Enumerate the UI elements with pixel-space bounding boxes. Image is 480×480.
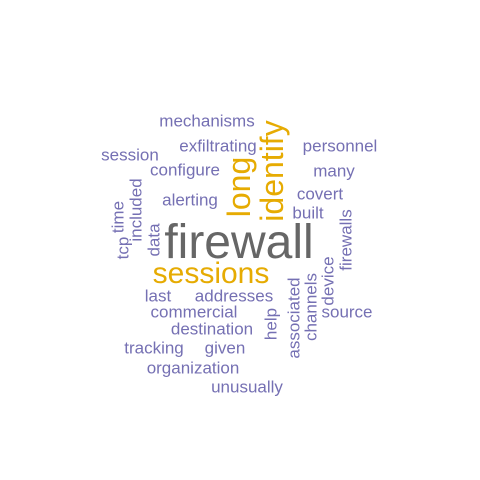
word-data: data (144, 223, 164, 257)
word-last: last (144, 286, 172, 306)
word-long: long (221, 156, 257, 218)
word-sessions: sessions (152, 257, 270, 290)
word-addresses: addresses (194, 286, 274, 306)
word-alerting: alerting (162, 190, 218, 210)
word-configure: configure (150, 160, 220, 180)
word-channels: channels (301, 272, 321, 342)
word-exfiltrating: exfiltrating (179, 136, 257, 156)
word-help: help (261, 307, 281, 341)
word-identify: identify (254, 120, 290, 222)
word-built: built (292, 203, 324, 223)
word-firewall: firewall (164, 216, 314, 269)
word-covert: covert (296, 184, 344, 204)
word-commercial: commercial (150, 302, 238, 322)
word-mechanisms: mechanisms (159, 111, 255, 131)
word-associated: associated (284, 277, 304, 359)
word-session: session (101, 145, 159, 165)
word-firewalls: firewalls (336, 209, 356, 271)
word-personnel: personnel (302, 136, 378, 156)
word-device: device (318, 256, 338, 306)
word-unusually: unusually (211, 377, 283, 397)
word-time: time (108, 200, 128, 234)
word-tracking: tracking (124, 338, 184, 358)
word-destination: destination (170, 319, 254, 339)
word-source: source (321, 302, 373, 322)
word-given: given (204, 338, 246, 358)
word-many: many (313, 161, 355, 181)
word-included: included (126, 178, 146, 242)
word-organization: organization (146, 358, 240, 378)
